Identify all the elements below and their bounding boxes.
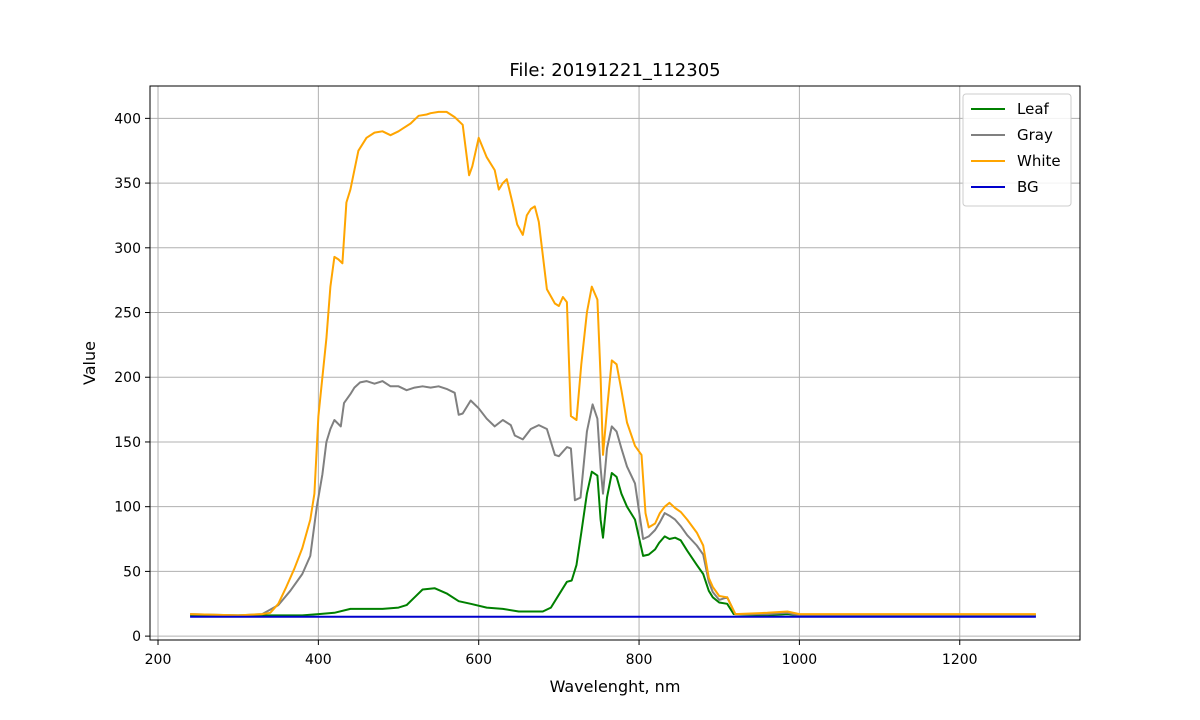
y-tick-label: 200 (114, 370, 141, 386)
series-line-gray (190, 380, 1036, 617)
chart-title: File: 20191221_112305 (509, 60, 720, 81)
grid (150, 86, 1080, 640)
series-line-leaf (190, 470, 1036, 617)
x-tick-label: 600 (465, 652, 492, 668)
y-tick-label: 400 (114, 111, 141, 127)
x-tick-label: 200 (145, 652, 172, 668)
legend-entry: Gray (1017, 126, 1053, 144)
legend-box (962, 93, 1072, 207)
y-tick-label: 0 (132, 629, 141, 645)
x-tick-label: 400 (305, 652, 332, 668)
legend: Leaf Gray White BG (962, 93, 1072, 207)
y-tick-label: 300 (114, 241, 141, 257)
legend-entry: BG (1017, 178, 1039, 196)
y-tick-label: 350 (114, 176, 141, 192)
x-tick-label: 800 (626, 652, 653, 668)
plot-frame (149, 85, 1081, 641)
series-line-white (190, 110, 1036, 617)
y-axis-label: Value (80, 341, 99, 385)
y-tick-label: 250 (114, 306, 141, 322)
axis-ticks: 200 400 600 800 1000 1200 0 50 100 150 200 250 300 35… (114, 111, 977, 668)
legend-entry: Leaf (1017, 100, 1050, 118)
x-axis-label: Wavelenght, nm (550, 677, 681, 696)
series-lines (190, 110, 1036, 618)
x-tick-label: 1200 (942, 652, 978, 668)
y-tick-label: 100 (114, 500, 141, 516)
y-tick-label: 150 (114, 435, 141, 451)
y-tick-label: 50 (123, 564, 141, 580)
x-tick-label: 1000 (782, 652, 818, 668)
legend-entry: White (1017, 152, 1061, 170)
